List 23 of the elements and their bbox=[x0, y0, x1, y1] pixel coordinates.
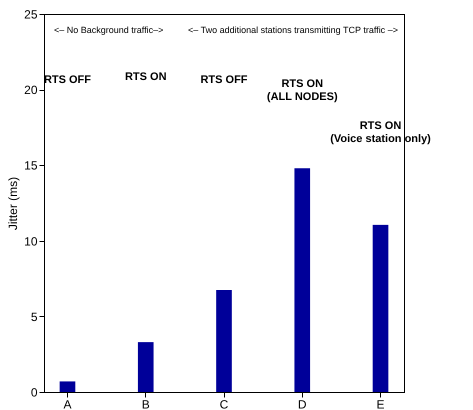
y-tick-label: 25 bbox=[24, 8, 38, 22]
x-tick-label: A bbox=[63, 398, 72, 410]
y-tick-label: 0 bbox=[30, 386, 38, 400]
bar bbox=[138, 342, 154, 392]
annotation: RTS ON (Voice station only) bbox=[330, 120, 432, 145]
y-axis-title: Jitter (ms) bbox=[6, 176, 20, 230]
annotation: RTS OFF bbox=[200, 74, 248, 86]
x-tick-label: C bbox=[220, 398, 229, 410]
y-tick-label: 5 bbox=[30, 310, 38, 324]
annotation: RTS ON bbox=[124, 71, 167, 83]
bar bbox=[216, 290, 232, 392]
annotation: <– Two additional stations transmitting TCP traffic –> bbox=[188, 25, 398, 35]
bar bbox=[60, 381, 76, 392]
x-tick-label: D bbox=[298, 398, 307, 410]
y-tick-label: 15 bbox=[24, 158, 38, 173]
annotation: <– No Background traffic–> bbox=[54, 25, 164, 35]
bar bbox=[294, 168, 310, 392]
bar bbox=[372, 224, 388, 392]
x-tick-label: B bbox=[142, 398, 150, 410]
y-tick-label: 20 bbox=[24, 83, 38, 98]
y-tick-label: 10 bbox=[24, 234, 38, 248]
annotation: RTS ON (ALL NODES) bbox=[266, 78, 338, 103]
x-tick-label: E bbox=[376, 398, 385, 410]
